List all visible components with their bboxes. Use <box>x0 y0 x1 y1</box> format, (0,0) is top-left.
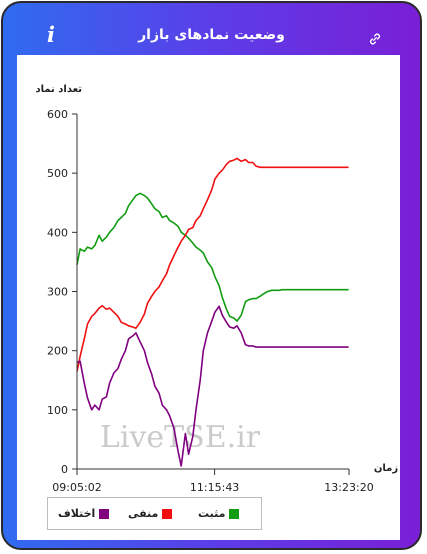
legend-item-positive[interactable]: مثبت <box>198 507 240 521</box>
page-title: وضعیت نمادهای بازار <box>138 27 285 43</box>
y-axis-label: تعداد نماد <box>35 84 82 95</box>
y-tick-label: 600 <box>47 108 68 121</box>
y-tick-label: 100 <box>47 404 68 417</box>
chart-legend: مثبت منفی اختلاف <box>47 497 262 530</box>
legend-label-negative: منفی <box>128 507 159 520</box>
info-icon[interactable]: i <box>47 22 55 47</box>
y-tick-label: 400 <box>47 226 68 239</box>
legend-label-positive: مثبت <box>198 507 226 520</box>
legend-swatch-positive <box>229 509 240 519</box>
legend-item-difference[interactable]: اختلاف <box>58 507 110 521</box>
legend-item-negative[interactable]: منفی <box>128 507 173 521</box>
legend-label-difference: اختلاف <box>58 507 96 520</box>
x-tick-label: 11:15:43 <box>190 481 239 494</box>
legend-swatch-negative <box>162 509 173 519</box>
chart-panel <box>17 55 400 540</box>
y-tick-label: 200 <box>47 345 68 358</box>
y-tick-label: 500 <box>47 167 68 180</box>
series-line-difference <box>76 305 349 467</box>
y-tick-label: 0 <box>61 463 68 476</box>
watermark: LiveTSE.ir <box>100 420 261 455</box>
legend-swatch-difference <box>99 509 110 519</box>
series-line-negative <box>76 157 349 372</box>
x-axis-label: زمان <box>374 463 398 474</box>
series-line-positive <box>76 192 349 322</box>
x-tick-label: 09:05:02 <box>52 481 101 494</box>
link-icon[interactable] <box>368 32 382 46</box>
y-tick-label: 300 <box>47 286 68 299</box>
x-tick-label: 13:23:20 <box>324 481 373 494</box>
